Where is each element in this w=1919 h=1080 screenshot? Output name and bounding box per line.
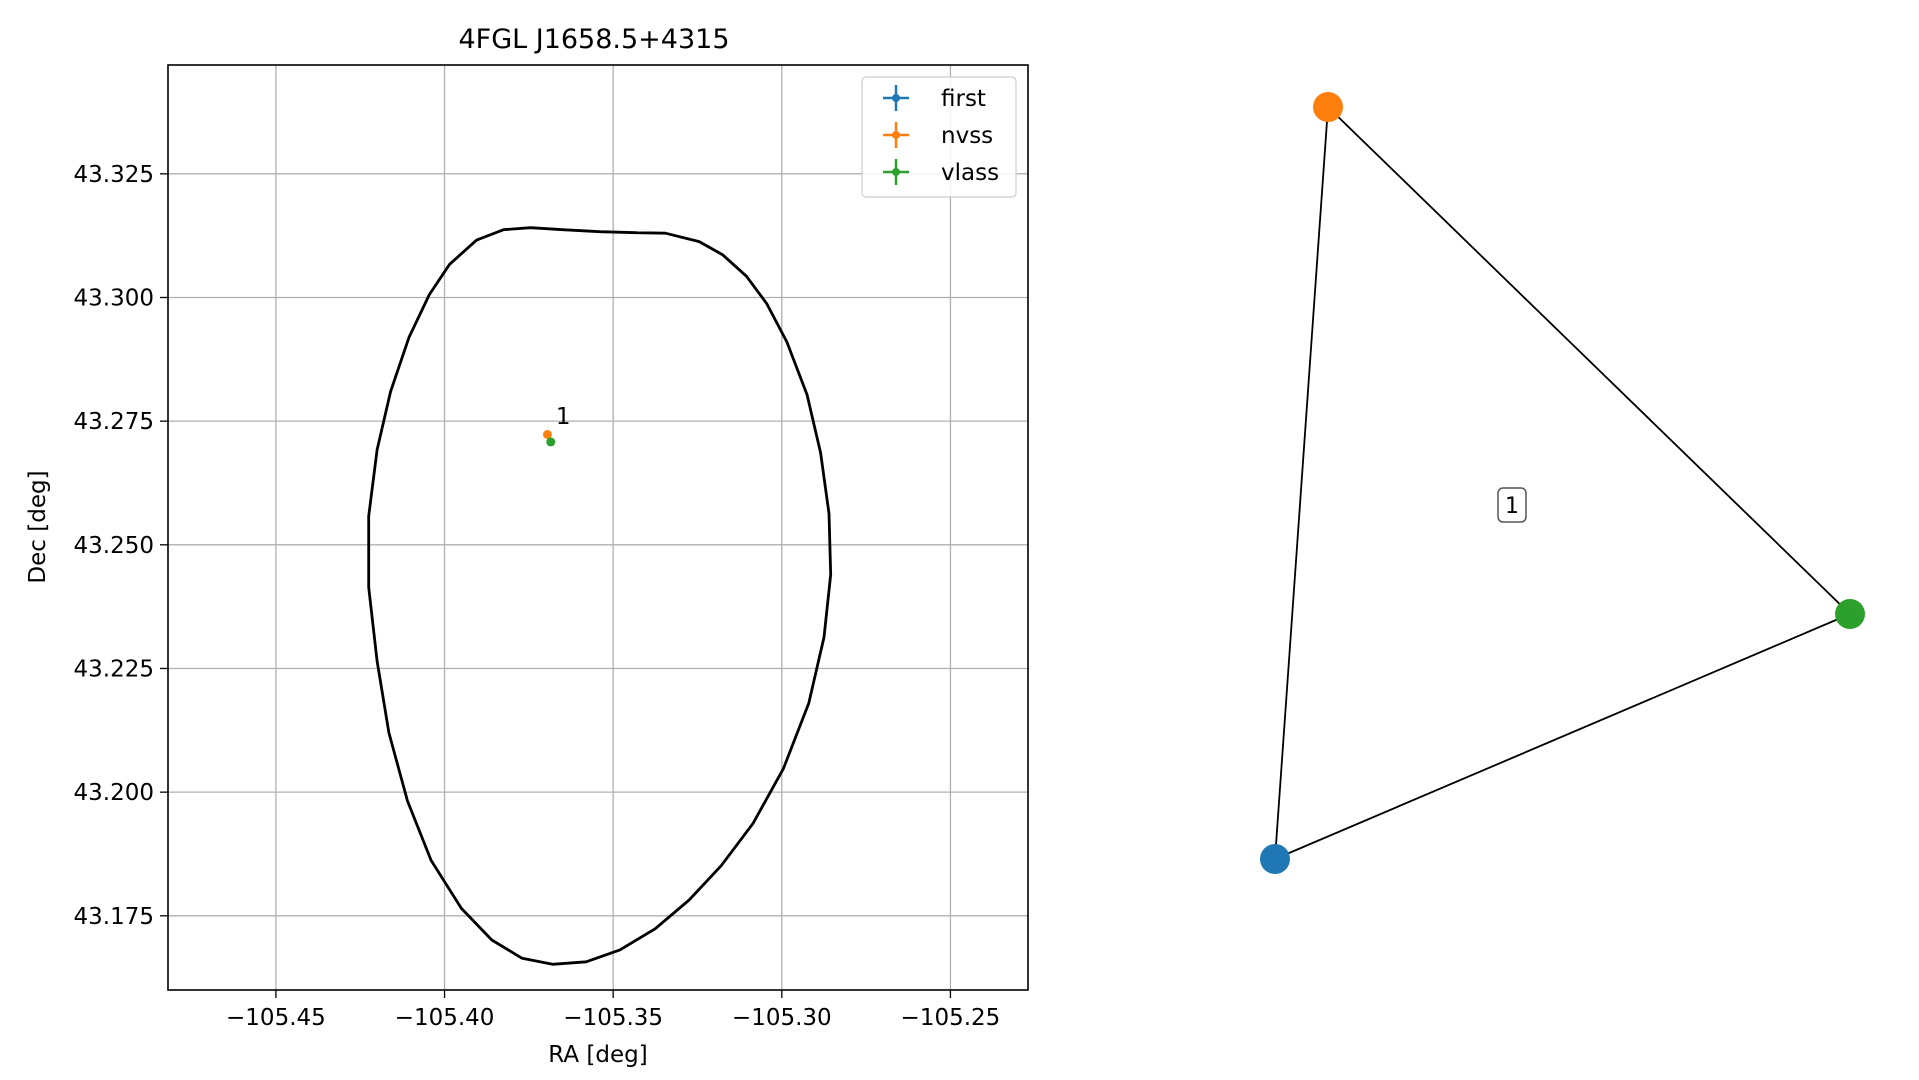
error-ellipse-layer (367, 226, 833, 966)
plot-title: 4FGL J1658.5+4315 (458, 24, 729, 55)
plot-frame (167, 64, 1029, 991)
y-axis-ticks: 43.175 43.200 43.225 43.250 43.275 43.300 43.3… (74, 162, 168, 930)
y-tick-label: 43.250 (74, 533, 154, 559)
graph-node-vlass (1835, 599, 1865, 629)
face-label-text: 1 (1505, 494, 1519, 519)
x-tick-label: −105.30 (732, 1005, 832, 1031)
graph-node-nvss (1313, 92, 1343, 122)
source-points-layer (542, 430, 556, 447)
graph-edge-vlass-first (1274, 613, 1851, 860)
sky-plot-panel: 4FGL J1658.5+4315 1 −105.45 −105.40 −105.3… (25, 24, 1029, 1068)
graph-edge-first-nvss (1274, 106, 1329, 860)
legend-label-nvss: nvss (941, 123, 993, 149)
x-tick-label: −105.35 (563, 1005, 663, 1031)
annotation-layer: 1 (556, 404, 571, 430)
y-tick-label: 43.175 (74, 904, 154, 930)
y-tick-label: 43.325 (74, 162, 154, 188)
face-label: 1 (1497, 487, 1527, 523)
legend-items: first nvss vlass (883, 85, 999, 186)
graph-edge-nvss-vlass (1327, 106, 1851, 615)
legend-label-first: first (941, 86, 986, 112)
legend-box (861, 76, 1017, 198)
legend-marker-dot-nvss (892, 131, 900, 139)
graph-edges (1274, 106, 1851, 860)
face-label-box (1497, 487, 1527, 523)
legend-label-vlass: vlass (941, 160, 999, 186)
association-graph-panel: 1 (1260, 92, 1865, 874)
point-annotation: 1 (556, 404, 571, 430)
y-tick-label: 43.300 (74, 285, 154, 311)
x-axis-ticks: −105.45 −105.40 −105.35 −105.30 −105.25 (226, 990, 1000, 1031)
legend: first nvss vlass (861, 76, 1017, 198)
y-tick-label: 43.275 (74, 409, 154, 435)
graph-node-first (1260, 844, 1290, 874)
y-tick-label: 43.225 (74, 656, 154, 682)
x-tick-label: −105.45 (226, 1005, 326, 1031)
legend-marker-dot-first (892, 94, 900, 102)
graph-nodes (1260, 92, 1865, 874)
y-tick-label: 43.200 (74, 780, 154, 806)
legend-marker-dot-vlass (892, 168, 900, 176)
error-ellipse (367, 226, 833, 966)
x-tick-label: −105.40 (395, 1005, 495, 1031)
data-point-nvss (542, 430, 552, 440)
data-point-vlass (546, 437, 556, 447)
y-axis-label: Dec [deg] (25, 470, 51, 583)
grid-lines (168, 65, 1028, 990)
x-axis-label: RA [deg] (548, 1042, 647, 1068)
x-tick-label: −105.25 (901, 1005, 1001, 1031)
